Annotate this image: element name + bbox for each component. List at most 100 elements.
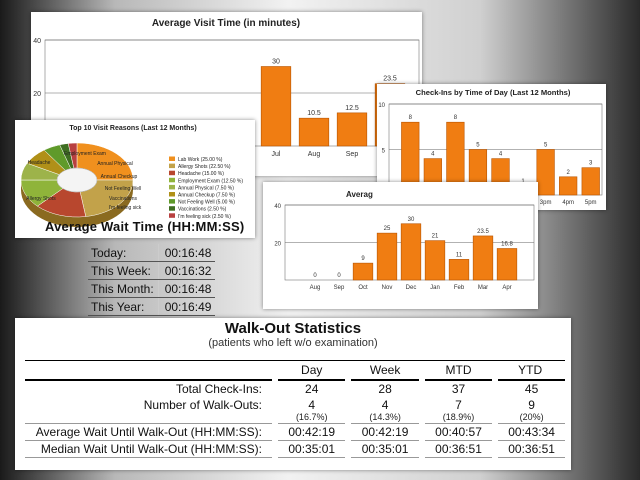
legend-swatch xyxy=(169,156,175,161)
legend-swatch xyxy=(169,163,175,169)
table-cell: 00:36:51 xyxy=(418,440,496,458)
data-label: 0 xyxy=(337,273,341,279)
x-tick-label: Oct xyxy=(358,285,368,291)
cell-percent: (16.7%) xyxy=(295,412,328,422)
data-label: 0 xyxy=(313,273,317,279)
table-cell: 4 (14.3%) xyxy=(345,397,422,424)
data-label: 5 xyxy=(544,143,548,149)
legend-swatch xyxy=(169,184,175,190)
column-header: Week xyxy=(348,360,422,381)
wait-time-value: 00:16:48 xyxy=(157,279,216,298)
legend-entry: Allergy Shots (22.50 %) xyxy=(178,164,231,170)
legend-entry: Vaccinations (2.50 %) xyxy=(178,207,227,213)
legend-swatch xyxy=(169,199,175,204)
x-tick-label: 4pm xyxy=(562,200,574,206)
table-cell: 37 xyxy=(418,380,496,397)
monthly-average-chart: Averag 20 40 0 Aug 0 Sep 9 Oct 25 Nov 30 Dec 21 Jan 11… xyxy=(274,190,535,291)
data-label: 1 xyxy=(521,179,525,185)
data-label: 8 xyxy=(454,115,458,121)
cell-value: 00:35:01 xyxy=(361,442,409,456)
x-tick-label: Aug xyxy=(308,151,321,158)
slice-label: Annual Checkup xyxy=(101,174,138,180)
bar xyxy=(336,112,368,147)
row-label: Median Wait Until Walk-Out (HH:MM:SS): xyxy=(25,440,275,458)
wait-time-label: This Month: xyxy=(88,279,159,298)
legend-entry: Employment Exam (12.50 %) xyxy=(178,178,243,184)
wait-time-row: This Year: 00:16:49 xyxy=(88,297,216,316)
table-cell: 00:35:01 xyxy=(345,440,422,458)
legend-swatch xyxy=(169,206,175,211)
column-header: YTD xyxy=(495,360,565,381)
chart-title: Top 10 Visit Reasons (Last 12 Months) xyxy=(69,125,196,132)
x-tick-label: Sep xyxy=(346,151,359,158)
table-cell: 7 (18.9%) xyxy=(418,397,496,424)
slice-label: Headache xyxy=(28,160,51,166)
slice-label: Allergy Shots xyxy=(26,196,56,202)
walkout-stats-panel: Walk-Out Statistics (patients who left w… xyxy=(15,318,571,470)
data-label: 30 xyxy=(408,217,415,223)
column-header: Day xyxy=(275,360,349,381)
y-tick-label: 20 xyxy=(274,242,281,248)
table-cell: 24 xyxy=(271,380,349,397)
cell-value: 00:42:19 xyxy=(288,425,336,439)
legend-swatch xyxy=(169,170,175,176)
cell-value: 00:36:51 xyxy=(508,442,555,456)
data-label: 5 xyxy=(476,143,480,149)
bar xyxy=(298,117,330,147)
cell-value: 9 xyxy=(528,398,535,412)
bar xyxy=(496,248,518,281)
cell-value: 00:35:01 xyxy=(288,442,336,456)
wait-time-label: Today: xyxy=(88,244,159,262)
wait-time-label: This Year: xyxy=(88,297,159,316)
chart-title: Average Visit Time (in minutes) xyxy=(152,18,300,29)
column-header: MTD xyxy=(421,360,496,381)
wait-time-value: 00:16:32 xyxy=(157,261,216,280)
table-cell: 28 xyxy=(345,380,422,397)
cell-percent: (20%) xyxy=(519,412,544,422)
x-tick-label: Jan xyxy=(430,285,440,291)
data-label: 16.8 xyxy=(501,242,513,248)
bar xyxy=(424,240,446,281)
row-label: Average Wait Until Walk-Out (HH:MM:SS): xyxy=(25,423,275,441)
x-tick-label: Mar xyxy=(478,285,488,291)
x-tick-label: Jul xyxy=(272,151,281,158)
x-tick-label: Nov xyxy=(382,285,393,291)
legend-entry: Headache (15.00 %) xyxy=(178,171,224,177)
x-tick-label: Sep xyxy=(334,285,345,291)
bar xyxy=(581,167,600,196)
table-cell: 00:43:34 xyxy=(492,423,565,441)
visit-reasons-panel: Top 10 Visit Reasons (Last 12 Months) Em… xyxy=(15,120,255,238)
slice-label: Employment Exam xyxy=(64,151,106,157)
bar xyxy=(559,176,578,196)
legend-entry: Annual Checkup (7.50 %) xyxy=(178,193,235,199)
x-tick-label: 5pm xyxy=(585,200,597,206)
wait-time-row: This Month: 00:16:48 xyxy=(88,279,216,298)
bar xyxy=(448,259,470,281)
data-label: 4 xyxy=(499,152,503,158)
table-cell: 00:42:19 xyxy=(271,423,349,441)
data-label: 23.5 xyxy=(477,229,489,235)
header-spacer xyxy=(25,360,275,381)
data-label: 23.5 xyxy=(383,76,397,83)
legend-entry: Annual Physical (7.50 %) xyxy=(178,185,234,191)
table-cell: 9 (20%) xyxy=(492,397,565,424)
row-label: Total Check-Ins: xyxy=(175,382,262,396)
x-tick-label: Apr xyxy=(502,285,511,291)
table-row: Median Wait Until Walk-Out (HH:MM:SS): 00… xyxy=(25,440,565,458)
table-cell: 00:35:01 xyxy=(271,440,349,458)
donut-hole xyxy=(56,167,98,193)
bar xyxy=(376,232,398,281)
table-cell: 4 (16.7%) xyxy=(271,397,349,424)
wait-time-title: Average Wait Time (HH:MM:SS) xyxy=(45,219,245,234)
data-label: 11 xyxy=(456,252,463,258)
cell-value: 37 xyxy=(451,382,466,396)
walkout-title: Walk-Out Statistics xyxy=(224,320,362,337)
x-tick-label: Dec xyxy=(406,285,417,291)
legend-entry: Not Feeling Well (5.00 %) xyxy=(178,200,235,206)
y-tick-label: 40 xyxy=(274,204,281,210)
table-row: Average Wait Until Walk-Out (HH:MM:SS): 0… xyxy=(25,423,565,441)
legend-entry: I'm feeling sick (2.50 %) xyxy=(178,214,231,220)
cell-percent: (14.3%) xyxy=(369,412,401,422)
wait-time-row: Today: 00:16:48 xyxy=(88,244,216,262)
cell-value: 00:43:34 xyxy=(508,425,555,439)
